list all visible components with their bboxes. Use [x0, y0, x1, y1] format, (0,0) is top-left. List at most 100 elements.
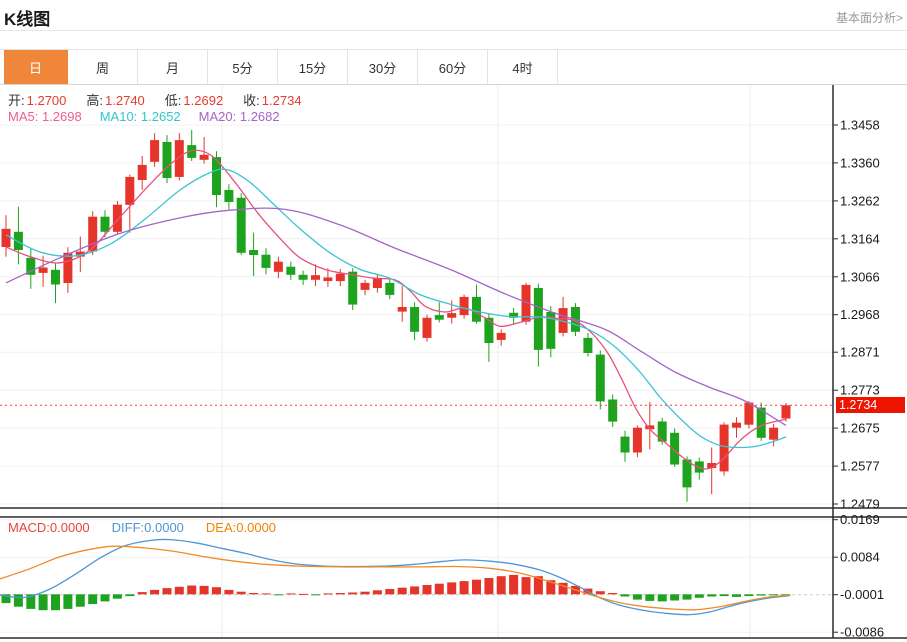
candle [756, 407, 766, 438]
candle [1, 228, 11, 247]
macd-bar [546, 580, 556, 595]
header-divider [0, 30, 907, 31]
candles-layer [1, 130, 791, 502]
macd-bar [150, 589, 160, 595]
candle [558, 308, 568, 333]
candle [583, 337, 593, 353]
candle [150, 140, 160, 162]
ma-legend: MA5: 1.2698 MA10: 1.2652 MA20: 1.2682 [8, 109, 280, 124]
candle [484, 317, 494, 343]
diff-line [0, 538, 791, 616]
macd-histogram [1, 574, 791, 611]
tab-5min[interactable]: 5分 [208, 50, 278, 84]
candle [360, 282, 370, 290]
low-readout: 低: 1.2692 [164, 93, 224, 108]
macd-bar [608, 593, 618, 595]
macd-axis-tick-label: 0.0169 [840, 512, 880, 527]
candle [311, 275, 320, 280]
macd-bar [199, 585, 209, 595]
macd-bar [38, 594, 48, 611]
candle [88, 216, 98, 252]
candle [682, 459, 692, 488]
tab-4hour[interactable]: 4时 [488, 50, 558, 84]
candle [670, 432, 680, 465]
tab-15min[interactable]: 15分 [278, 50, 348, 84]
candle [744, 402, 754, 425]
macd-bar [732, 594, 741, 597]
candle [707, 463, 717, 468]
macd-bar [657, 594, 667, 602]
macd-bar [298, 593, 308, 595]
candle [63, 252, 73, 283]
y-axis-tick-label: 1.3066 [840, 269, 880, 284]
macd-bar [323, 593, 333, 595]
macd-bar [707, 594, 717, 597]
macd-bar [125, 594, 135, 597]
macd-bar [348, 592, 358, 595]
candle [533, 288, 543, 350]
candle [385, 282, 395, 295]
macd-bar [472, 579, 481, 595]
macd-value-label: MACD:0.0000 [8, 520, 90, 535]
macd-bar [112, 594, 122, 599]
macd-bar [385, 589, 395, 595]
y-axis-tick-label: 1.2479 [840, 497, 880, 512]
tab-month[interactable]: 月 [138, 50, 208, 84]
macd-bar [249, 593, 259, 595]
macd-bar [694, 594, 704, 598]
macd-bar [397, 587, 407, 595]
close-readout: 收: 1.2734 [243, 93, 302, 108]
macd-bar [645, 594, 655, 601]
tab-week[interactable]: 周 [68, 50, 138, 84]
period-tabs: 日周月 5分 15分 30分 60分 4时 [0, 49, 907, 85]
ohlc-readout: 开: 1.2700 高: 1.2740 低: 1.2692 收: 1.2734 [8, 90, 302, 109]
macd-bar [781, 594, 791, 596]
candle [199, 154, 209, 160]
macd-bar [1, 594, 11, 604]
macd-bar [719, 594, 729, 597]
macd-bar [372, 590, 382, 595]
macd-bar [273, 594, 283, 596]
open-readout: 开: 1.2700 [8, 93, 67, 108]
candle [422, 317, 432, 338]
y-axis-tick-label: 1.2675 [840, 421, 880, 436]
candle [51, 269, 60, 285]
candle [38, 267, 48, 273]
macd-bar [187, 585, 197, 595]
candle [137, 164, 147, 180]
candle [323, 277, 333, 281]
candle [249, 250, 259, 255]
ma20-legend: MA20: 1.2682 [198, 109, 280, 124]
tab-60min[interactable]: 60分 [418, 50, 488, 84]
candle [546, 312, 556, 349]
candle [472, 296, 481, 322]
candle [372, 277, 382, 288]
candle [496, 332, 506, 340]
macd-bar [682, 594, 692, 600]
ma5-legend: MA5: 1.2698 [8, 109, 82, 124]
fundamental-analysis-link[interactable]: 基本面分析> [835, 11, 903, 25]
tab-day[interactable]: 日 [4, 50, 68, 84]
candle [75, 251, 85, 257]
y-axis-labels: 1.3458 1.3360 1.3262 1.3164 1.3066 1.2968 1.28… [833, 118, 884, 640]
macd-bar [137, 592, 147, 595]
candle [781, 405, 791, 419]
candle [769, 427, 779, 440]
candle [719, 424, 729, 472]
macd-bar [100, 594, 110, 602]
y-axis-tick-label: 1.2968 [840, 307, 880, 322]
candle [620, 436, 630, 453]
tab-30min[interactable]: 30分 [348, 50, 418, 84]
macd-bar [447, 582, 457, 595]
dea-line [0, 545, 791, 611]
candle [13, 231, 23, 250]
macd-bar [509, 574, 519, 595]
candle [434, 315, 444, 320]
macd-bar [75, 594, 85, 607]
candle [100, 216, 110, 232]
macd-bar [670, 594, 680, 601]
macd-bar [422, 585, 432, 595]
macd-bar [224, 589, 234, 595]
